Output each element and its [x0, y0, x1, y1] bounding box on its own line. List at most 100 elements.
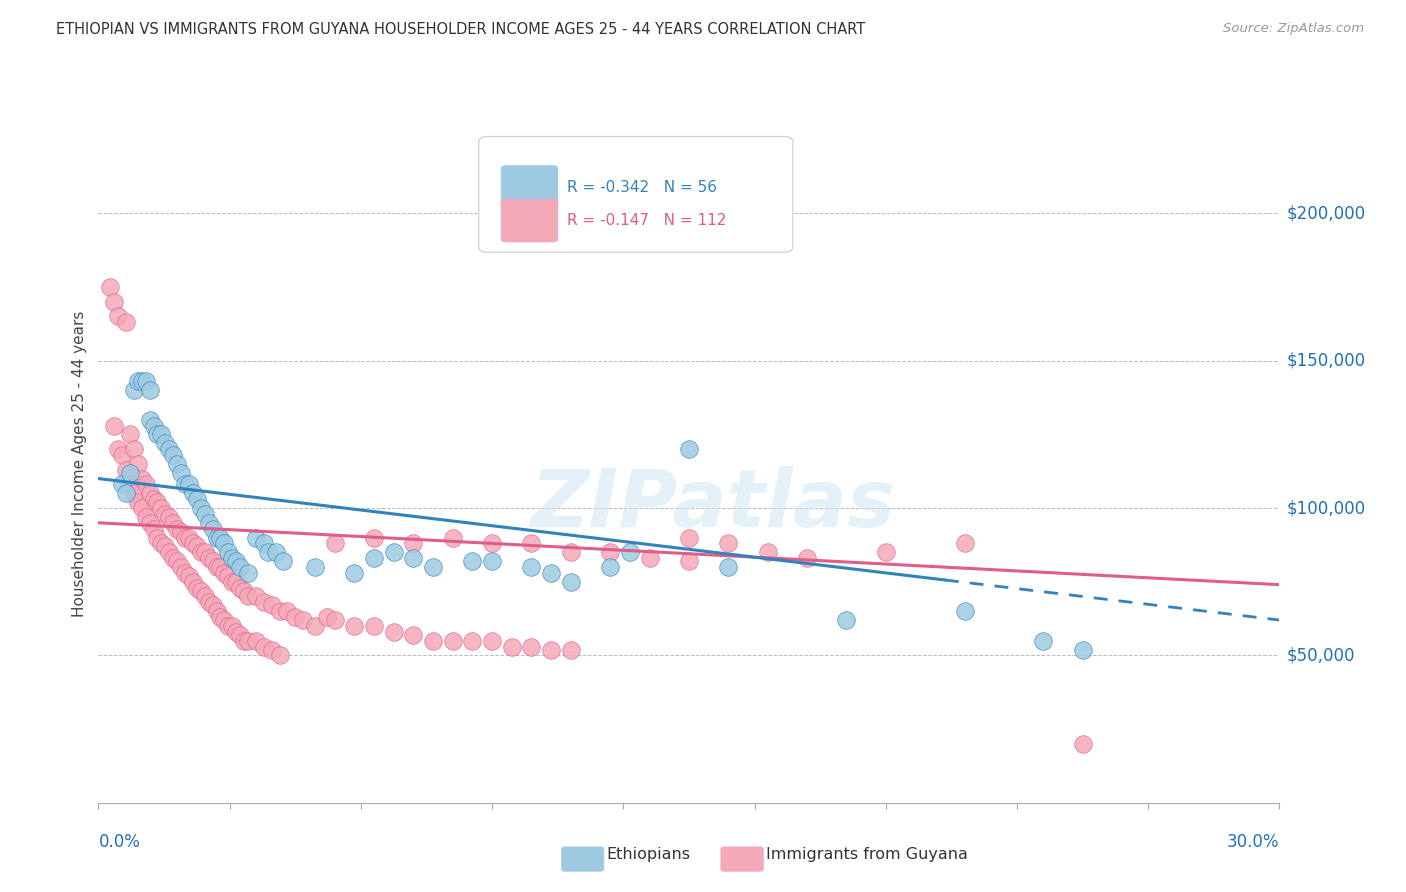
Text: R = -0.342   N = 56: R = -0.342 N = 56 — [567, 179, 717, 194]
Point — [481, 554, 503, 568]
Point — [1032, 633, 1054, 648]
Point — [214, 566, 236, 580]
Point — [221, 619, 243, 633]
Point — [155, 507, 177, 521]
Text: $50,000: $50,000 — [1286, 647, 1355, 665]
Point — [441, 531, 464, 545]
Point — [229, 581, 252, 595]
Point — [115, 315, 138, 329]
Point — [229, 560, 252, 574]
Point — [461, 554, 484, 568]
Point — [115, 486, 138, 500]
Point — [138, 516, 160, 530]
Point — [177, 477, 200, 491]
Point — [225, 624, 247, 639]
Text: 0.0%: 0.0% — [98, 833, 141, 851]
FancyBboxPatch shape — [721, 847, 763, 871]
Point — [520, 640, 543, 654]
Point — [142, 418, 165, 433]
Point — [236, 590, 259, 604]
Point — [150, 427, 173, 442]
Point — [205, 531, 228, 545]
Point — [111, 448, 134, 462]
Point — [245, 531, 267, 545]
Point — [253, 595, 276, 609]
Point — [122, 442, 145, 456]
Point — [304, 619, 326, 633]
Point — [127, 495, 149, 509]
Point — [166, 522, 188, 536]
Point — [118, 477, 141, 491]
Point — [127, 374, 149, 388]
Point — [323, 536, 346, 550]
Text: $150,000: $150,000 — [1286, 351, 1365, 369]
Point — [170, 560, 193, 574]
Point — [441, 633, 464, 648]
Point — [560, 574, 582, 589]
FancyBboxPatch shape — [501, 166, 558, 209]
Point — [225, 574, 247, 589]
Point — [756, 545, 779, 559]
FancyBboxPatch shape — [561, 847, 605, 871]
Point — [118, 466, 141, 480]
Point — [501, 640, 523, 654]
Point — [233, 633, 256, 648]
Point — [201, 554, 224, 568]
Point — [343, 566, 366, 580]
Point — [233, 583, 256, 598]
Point — [236, 633, 259, 648]
Point — [481, 633, 503, 648]
Point — [402, 551, 425, 566]
Point — [186, 581, 208, 595]
Point — [107, 310, 129, 324]
Point — [209, 531, 232, 545]
Point — [638, 551, 661, 566]
Point — [138, 412, 160, 426]
Point — [225, 554, 247, 568]
Point — [214, 536, 236, 550]
Point — [138, 486, 160, 500]
Point — [835, 613, 858, 627]
Point — [131, 472, 153, 486]
Point — [157, 545, 180, 559]
Point — [276, 604, 298, 618]
Point — [201, 522, 224, 536]
Point — [422, 560, 444, 574]
Y-axis label: Householder Income Ages 25 - 44 years: Householder Income Ages 25 - 44 years — [72, 310, 87, 617]
Point — [122, 383, 145, 397]
Point — [245, 590, 267, 604]
Point — [363, 531, 385, 545]
Point — [131, 501, 153, 516]
Point — [170, 524, 193, 539]
Text: $100,000: $100,000 — [1286, 499, 1365, 517]
Point — [135, 509, 157, 524]
Point — [1071, 737, 1094, 751]
Point — [162, 516, 184, 530]
Point — [103, 418, 125, 433]
Point — [796, 551, 818, 566]
Point — [560, 545, 582, 559]
Point — [201, 599, 224, 613]
Point — [162, 551, 184, 566]
Point — [619, 545, 641, 559]
FancyBboxPatch shape — [501, 199, 558, 242]
Point — [115, 463, 138, 477]
Point — [177, 531, 200, 545]
Point — [461, 633, 484, 648]
Point — [236, 566, 259, 580]
Text: $200,000: $200,000 — [1286, 204, 1365, 222]
Point — [284, 610, 307, 624]
Point — [138, 383, 160, 397]
Point — [103, 294, 125, 309]
Point — [197, 595, 219, 609]
Point — [875, 545, 897, 559]
Point — [142, 492, 165, 507]
Point — [678, 442, 700, 456]
Point — [599, 545, 621, 559]
Point — [190, 583, 212, 598]
Point — [717, 536, 740, 550]
Point — [402, 628, 425, 642]
Point — [197, 551, 219, 566]
Point — [157, 509, 180, 524]
Point — [181, 486, 204, 500]
